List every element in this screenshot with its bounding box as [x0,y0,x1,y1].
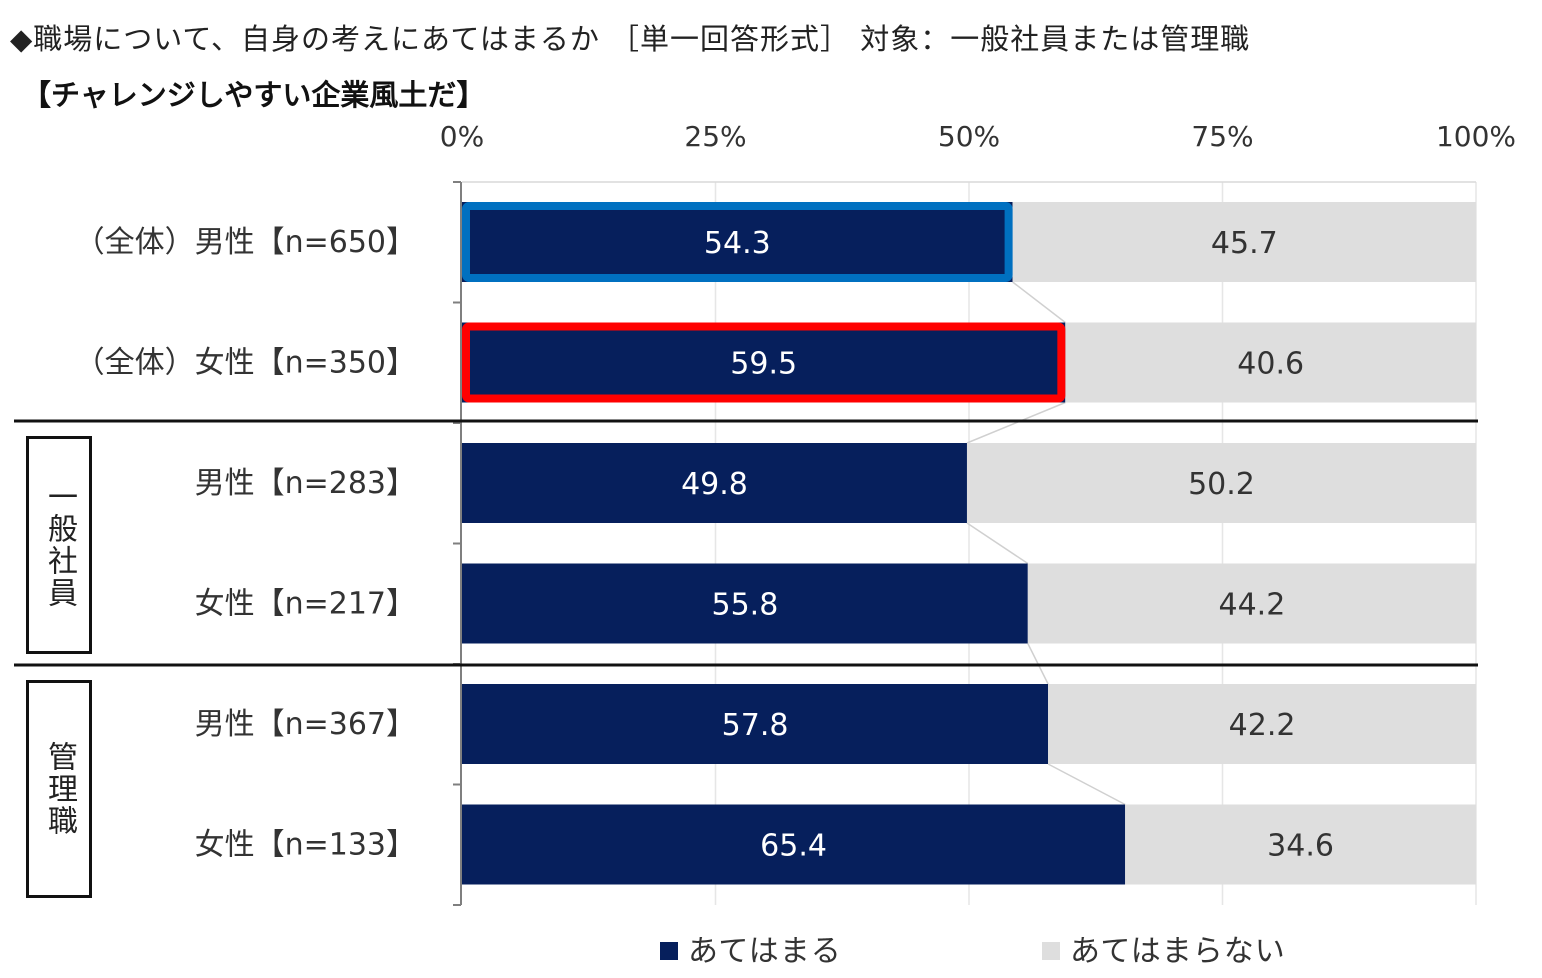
data-label-not-applies: 34.6 [1267,829,1334,864]
chart-legend: あてはまる あてはまらない [0,926,1542,970]
data-label-not-applies: 42.2 [1229,708,1296,743]
x-tick-label: 100% [1436,120,1516,153]
legend-label-not-applies: あてはまらない [1070,934,1286,969]
x-tick-label: 25% [684,120,746,153]
bar-not-applies [1065,322,1476,403]
data-label-applies: 59.5 [730,347,797,382]
bar-applies [462,563,1028,644]
legend-item-not-applies: あてはまらない [1042,926,1286,970]
legend-item-applies: あてはまる [660,926,842,970]
data-label-not-applies: 44.2 [1219,588,1286,623]
highlight-box-female [462,322,1066,403]
bar-not-applies [1125,804,1476,885]
legend-swatch-not-applies [1042,942,1060,960]
series-connector-line [1012,281,1066,324]
chart-title: ◆職場について、自身の考えにあてはまるか ［単一回答形式］ 対象：一般社員または… [10,22,1251,56]
group-box-general-staff: 一般社員 [26,436,92,654]
category-label: （全体）男性【n=650】 [75,225,416,260]
group-box-managers: 管理職 [26,680,92,898]
data-label-not-applies: 45.7 [1211,226,1278,261]
data-label-not-applies: 40.6 [1237,347,1304,382]
data-label-applies: 65.4 [760,829,827,864]
category-label: 女性【n=133】 [195,828,416,863]
bar-not-applies [1012,202,1476,282]
bar-not-applies [1027,563,1476,644]
series-connector-line [966,522,1029,565]
series-connector-line [1047,763,1126,806]
chart-subtitle: 【チャレンジしやすい企業風土だ】 [22,78,486,112]
legend-swatch-applies [660,942,678,960]
bar-applies [462,202,1013,282]
data-label-applies: 55.8 [712,588,779,623]
data-label-not-applies: 50.2 [1188,467,1255,502]
data-label-applies: 57.8 [722,708,789,743]
bar-applies [462,443,967,523]
data-label-applies: 49.8 [681,467,748,502]
bar-applies [462,804,1126,885]
bar-applies [462,684,1049,764]
series-connector-line [966,401,1066,444]
bar-applies [462,322,1066,403]
highlight-box-male [462,202,1013,282]
data-label-applies: 54.3 [704,226,771,261]
group-label-managers: 管理職 [42,741,77,837]
bar-not-applies [966,443,1476,523]
category-label: 男性【n=283】 [195,466,416,501]
category-label: （全体）女性【n=350】 [75,346,416,381]
bar-not-applies [1048,684,1476,764]
category-label: 女性【n=217】 [195,587,416,622]
x-tick-label: 0% [440,120,484,153]
category-label: 男性【n=367】 [195,707,416,742]
group-label-general-staff: 一般社員 [42,481,77,609]
x-tick-label: 75% [1191,120,1253,153]
x-tick-label: 50% [938,120,1000,153]
legend-label-applies: あてはまる [688,934,842,969]
